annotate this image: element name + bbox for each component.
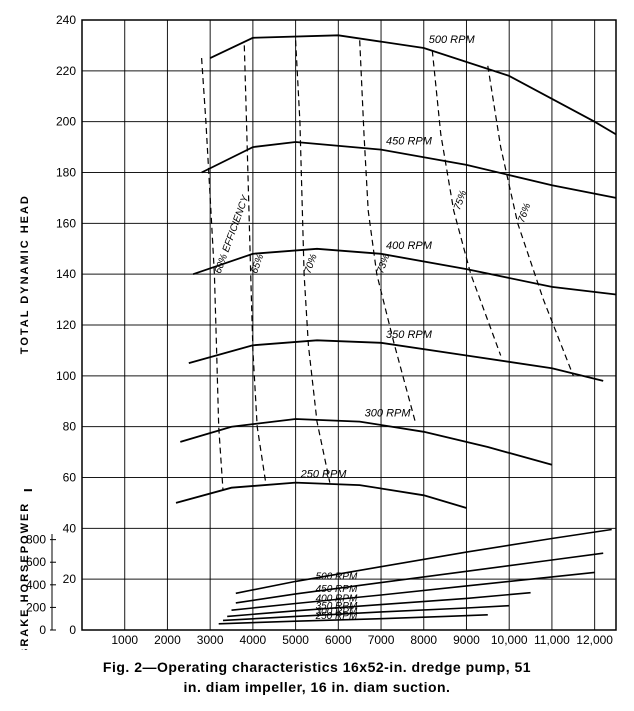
head-curve [176, 483, 467, 508]
head-curve-label: 450 RPM [386, 136, 433, 148]
efficiency-label: 73% [375, 253, 392, 276]
head-curve [210, 35, 616, 134]
y-head-tick: 0 [69, 623, 76, 637]
x-tick: 9000 [453, 633, 480, 647]
bhp-curve-label: 500 RPM [316, 571, 358, 582]
y-bhp-tick: 0 [39, 623, 46, 637]
x-tick: 7000 [368, 633, 395, 647]
x-tick: 1000 [111, 633, 138, 647]
y-head-tick: 140 [56, 267, 76, 281]
x-tick: 3000 [197, 633, 224, 647]
x-tick: 4000 [240, 633, 267, 647]
y-head-label: TOTAL DYNAMIC HEAD [19, 194, 31, 354]
x-tick: 6000 [325, 633, 352, 647]
y-bhp-label: BRAKE HORSEPOWER [19, 502, 31, 650]
bhp-curve-label: 250 RPM [315, 611, 358, 622]
caption-line-1: Fig. 2—Operating characteristics 16x52-i… [103, 659, 531, 675]
efficiency-label: 70% [303, 253, 320, 276]
chart-svg: 10002000300040005000600070008000900010,0… [10, 10, 624, 650]
x-tick: 5000 [282, 633, 309, 647]
head-curve [189, 340, 603, 381]
y-head-tick: 40 [63, 521, 77, 535]
efficiency-label: 76% [516, 202, 533, 225]
x-tick: 12,000 [576, 633, 613, 647]
x-tick: 11,000 [534, 633, 570, 647]
y-head-tick: 60 [63, 471, 77, 485]
pump-chart: 10002000300040005000600070008000900010,0… [10, 10, 624, 701]
y-head-tick: 220 [56, 64, 76, 78]
efficiency-curve [360, 40, 416, 421]
y-head-tick: 80 [63, 420, 77, 434]
y-head-tick: 20 [63, 572, 77, 586]
efficiency-curve [488, 66, 574, 376]
x-tick: 10,000 [491, 633, 528, 647]
caption-line-2: in. diam impeller, 16 in. diam suction. [184, 679, 451, 695]
y-head-tick: 180 [56, 166, 76, 180]
efficiency-label: 65% [249, 253, 266, 276]
bhp-curve [227, 593, 530, 617]
head-curve [202, 142, 616, 198]
y-head-tick: 160 [56, 216, 76, 230]
head-curve-label: 250 RPM [300, 469, 348, 481]
x-tick: 2000 [154, 633, 181, 647]
efficiency-label: 60% EFFICIENCY [213, 193, 252, 275]
y-head-tick: 240 [56, 13, 76, 27]
head-curve-label: 400 RPM [386, 240, 433, 252]
y-head-tick: 120 [56, 318, 76, 332]
figure-caption: Fig. 2—Operating characteristics 16x52-i… [10, 658, 624, 697]
head-curve [180, 419, 552, 465]
head-curve-label: 500 RPM [429, 34, 476, 46]
head-curve-label: 300 RPM [365, 408, 412, 420]
x-axis-label: GALLONS PER MINUTE [304, 649, 447, 650]
y-head-tick: 100 [56, 369, 76, 383]
y-head-tick: 200 [56, 115, 76, 129]
x-tick: 8000 [410, 633, 437, 647]
